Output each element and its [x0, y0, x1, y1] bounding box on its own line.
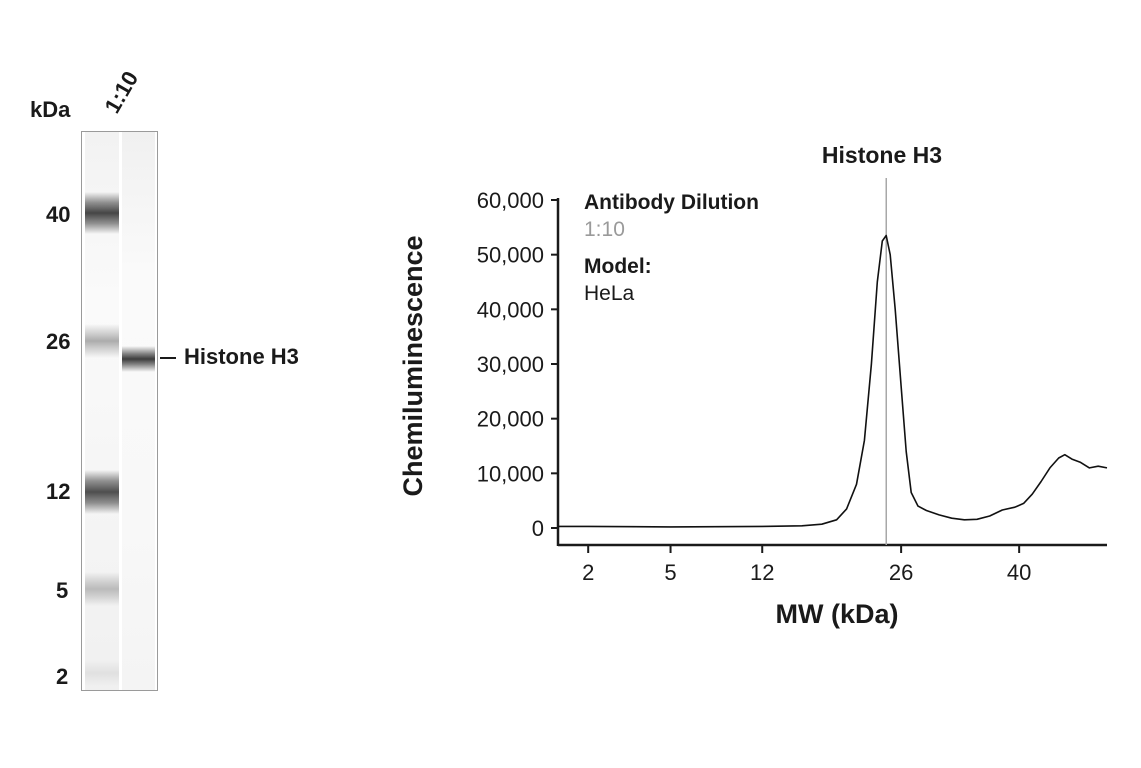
sample-lane: [122, 132, 155, 690]
blot-frame: [81, 131, 158, 691]
chart-svg: Chemiluminescence MW (kDa) Histone H3 An…: [398, 142, 1108, 629]
marks: [558, 178, 1108, 545]
y-tick-label: 60,000: [477, 188, 544, 213]
histone-h3-band: [122, 346, 155, 372]
y-tick-label: 20,000: [477, 407, 544, 432]
kda-unit-label: kDa: [30, 97, 71, 122]
ladder-band-5: [85, 572, 119, 606]
legend-dilution: 1:10: [584, 218, 625, 241]
band-pointer-line: [160, 357, 176, 359]
y-tick-label: 0: [532, 516, 544, 541]
y-tick-label: 50,000: [477, 243, 544, 268]
chemiluminescence-chart: Chemiluminescence MW (kDa) Histone H3 An…: [380, 120, 1141, 650]
ladder-lane: [85, 132, 119, 690]
ladder-band-2: [85, 660, 119, 686]
ladder-label-26: 26: [46, 329, 71, 354]
ladder-label-2: 2: [56, 664, 69, 689]
western-blot-panel: kDa 1:10 40 26 12 5 2 Histone H3: [0, 0, 340, 768]
x-tick-label: 40: [1007, 560, 1031, 585]
x-tick-label: 5: [664, 560, 676, 585]
ladder-band-40: [85, 192, 119, 234]
ladder-label-5: 5: [56, 578, 69, 603]
ladder-band-26: [85, 324, 119, 358]
y-tick-label: 40,000: [477, 297, 544, 322]
legend-model-label: Model:: [584, 255, 652, 278]
ladder-label-12: 12: [46, 479, 71, 504]
legend-title: Antibody Dilution: [584, 191, 759, 214]
x-tick-label: 26: [889, 560, 913, 585]
y-tick-label: 30,000: [477, 352, 544, 377]
ladder-label-40: 40: [46, 202, 71, 227]
ladder-band-12: [85, 470, 119, 514]
band-label: Histone H3: [184, 344, 299, 369]
series-line-0: [558, 234, 1108, 528]
lane-dilution-label: 1:10: [99, 66, 144, 118]
legend-model-value: HeLa: [584, 282, 635, 305]
x-tick-label: 2: [582, 560, 594, 585]
y-tick-label: 10,000: [477, 461, 544, 486]
y-axis-label: Chemiluminescence: [398, 235, 428, 496]
peak-title-label: Histone H3: [822, 142, 942, 168]
x-tick-label: 12: [750, 560, 774, 585]
x-axis-label: MW (kDa): [776, 599, 899, 629]
axes: 60,000 50,000 40,000 30,000 20,000 10,000 0 2 5 1…: [477, 188, 1107, 585]
